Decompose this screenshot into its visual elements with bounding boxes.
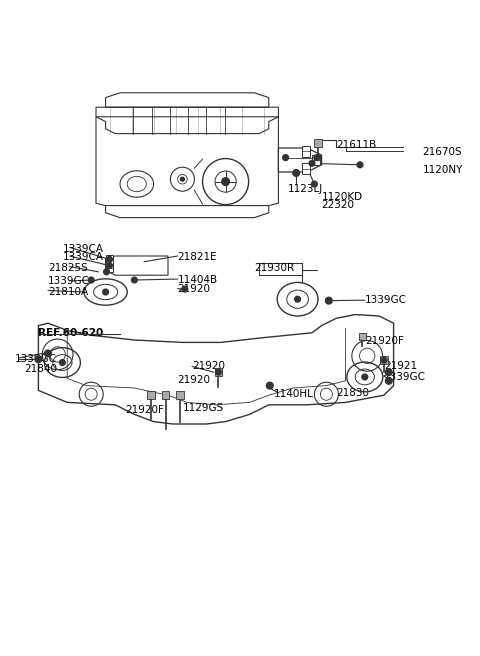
- Text: 1339GC: 1339GC: [14, 354, 57, 364]
- Text: 21840: 21840: [24, 364, 57, 374]
- Circle shape: [295, 297, 300, 302]
- Circle shape: [182, 286, 188, 292]
- Circle shape: [107, 256, 112, 262]
- Bar: [380, 356, 388, 364]
- Text: 21920: 21920: [178, 283, 211, 294]
- Circle shape: [45, 350, 51, 357]
- Circle shape: [385, 377, 392, 384]
- Bar: [302, 163, 310, 174]
- Text: 1129GS: 1129GS: [182, 403, 224, 413]
- Text: 1339GC: 1339GC: [48, 276, 90, 287]
- Circle shape: [216, 369, 221, 375]
- Bar: [359, 333, 366, 340]
- Circle shape: [309, 161, 315, 166]
- Circle shape: [132, 277, 137, 283]
- Text: 21921: 21921: [384, 361, 417, 371]
- Text: 21830: 21830: [336, 388, 369, 398]
- Circle shape: [35, 356, 42, 363]
- Text: 21611B: 21611B: [336, 140, 376, 150]
- Bar: [107, 264, 113, 272]
- Circle shape: [103, 289, 108, 295]
- Text: 1140HL: 1140HL: [274, 389, 313, 400]
- Text: 21825S: 21825S: [48, 263, 88, 273]
- Bar: [302, 146, 310, 157]
- Bar: [312, 155, 320, 165]
- Bar: [314, 139, 322, 147]
- Circle shape: [362, 374, 368, 380]
- Bar: [176, 392, 184, 399]
- Bar: [107, 255, 113, 264]
- Text: 21670S: 21670S: [422, 147, 462, 157]
- Text: 1339CA: 1339CA: [62, 244, 103, 254]
- Text: 1339GC: 1339GC: [384, 372, 426, 382]
- Text: 21821E: 21821E: [178, 252, 217, 262]
- Text: 1339GC: 1339GC: [365, 295, 407, 305]
- Circle shape: [312, 181, 317, 187]
- Text: 21920F: 21920F: [125, 405, 164, 415]
- Circle shape: [381, 358, 387, 363]
- Circle shape: [60, 359, 65, 365]
- Text: 1123LJ: 1123LJ: [288, 184, 323, 194]
- Circle shape: [283, 155, 288, 161]
- Circle shape: [266, 382, 273, 389]
- Text: 1120KD: 1120KD: [322, 192, 363, 202]
- Text: 11404B: 11404B: [178, 275, 218, 285]
- Circle shape: [314, 155, 320, 161]
- Text: 21920: 21920: [192, 361, 225, 371]
- Circle shape: [104, 269, 109, 275]
- Text: 1339CA: 1339CA: [62, 252, 103, 262]
- Text: 22320: 22320: [322, 199, 355, 210]
- Text: 21920F: 21920F: [365, 337, 404, 346]
- Circle shape: [385, 369, 392, 375]
- Circle shape: [325, 297, 332, 304]
- Circle shape: [222, 178, 229, 186]
- Bar: [162, 392, 169, 399]
- Circle shape: [293, 170, 300, 176]
- Circle shape: [357, 162, 363, 168]
- Text: 21920: 21920: [178, 375, 211, 385]
- Bar: [215, 368, 222, 376]
- Circle shape: [180, 177, 184, 181]
- Text: 21810A: 21810A: [48, 287, 88, 297]
- Bar: [147, 392, 155, 399]
- Circle shape: [88, 277, 94, 283]
- Text: 1120NY: 1120NY: [422, 165, 463, 174]
- Text: 21930R: 21930R: [254, 263, 295, 273]
- Circle shape: [107, 262, 112, 268]
- Text: REF.60-620: REF.60-620: [38, 328, 104, 338]
